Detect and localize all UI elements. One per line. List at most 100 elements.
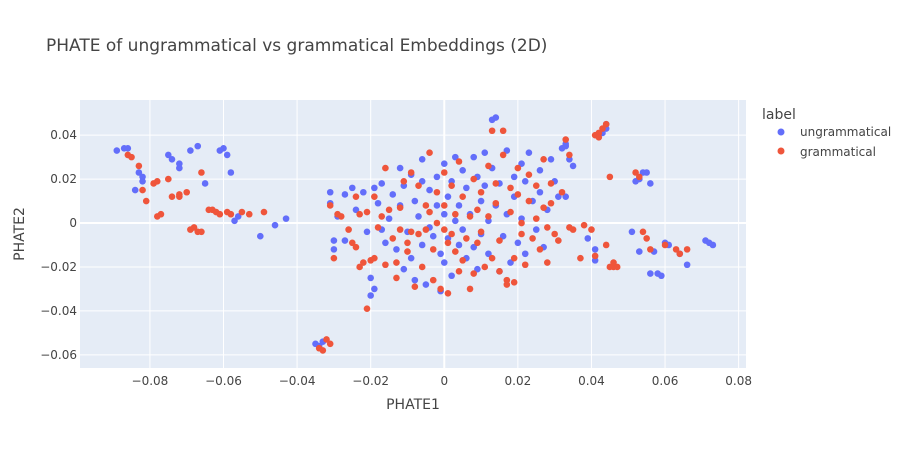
grammatical-point[interactable] [157, 210, 165, 218]
ungrammatical-point[interactable] [389, 191, 397, 198]
ungrammatical-point[interactable] [536, 166, 544, 174]
ungrammatical-point[interactable] [113, 147, 121, 154]
ungrammatical-point[interactable] [168, 156, 176, 163]
ungrammatical-point[interactable] [448, 272, 455, 280]
grammatical-point[interactable] [602, 120, 610, 128]
ungrammatical-point[interactable] [459, 166, 466, 174]
grammatical-point[interactable] [514, 191, 522, 198]
ungrammatical-point[interactable] [452, 153, 459, 161]
ungrammatical-point[interactable] [459, 226, 466, 233]
ungrammatical-point[interactable] [683, 261, 691, 269]
grammatical-point[interactable] [238, 208, 246, 216]
grammatical-point[interactable] [613, 263, 621, 271]
grammatical-point[interactable] [165, 175, 172, 183]
grammatical-point[interactable] [319, 347, 327, 354]
grammatical-point[interactable] [455, 158, 463, 165]
grammatical-point[interactable] [532, 182, 540, 189]
ungrammatical-point[interactable] [492, 114, 500, 121]
grammatical-point[interactable] [444, 239, 452, 247]
grammatical-point[interactable] [356, 210, 363, 218]
ungrammatical-point[interactable] [411, 276, 419, 284]
ungrammatical-point[interactable] [400, 265, 408, 273]
grammatical-point[interactable] [393, 259, 400, 266]
grammatical-point[interactable] [382, 261, 389, 269]
ungrammatical-point[interactable] [360, 188, 367, 196]
grammatical-point[interactable] [437, 285, 444, 293]
ungrammatical-point[interactable] [555, 193, 562, 200]
grammatical-point[interactable] [227, 210, 235, 218]
ungrammatical-point[interactable] [440, 259, 448, 266]
grammatical-point[interactable] [555, 237, 562, 244]
grammatical-point[interactable] [448, 230, 455, 238]
grammatical-point[interactable] [426, 149, 433, 157]
grammatical-point[interactable] [510, 279, 518, 286]
ungrammatical-point[interactable] [433, 173, 441, 181]
grammatical-point[interactable] [326, 340, 334, 348]
grammatical-point[interactable] [588, 226, 595, 233]
grammatical-point[interactable] [547, 180, 555, 187]
grammatical-point[interactable] [385, 206, 393, 214]
ungrammatical-point[interactable] [477, 197, 485, 205]
ungrammatical-point[interactable] [591, 246, 599, 253]
grammatical-point[interactable] [643, 235, 650, 242]
grammatical-point[interactable] [514, 164, 522, 172]
grammatical-point[interactable] [139, 186, 146, 194]
grammatical-point[interactable] [496, 268, 503, 275]
grammatical-point[interactable] [540, 204, 547, 211]
ungrammatical-point[interactable] [455, 202, 463, 209]
grammatical-point[interactable] [323, 336, 330, 343]
grammatical-point[interactable] [551, 230, 558, 238]
grammatical-point[interactable] [415, 230, 422, 238]
grammatical-point[interactable] [492, 180, 500, 187]
grammatical-point[interactable] [440, 169, 448, 176]
grammatical-point[interactable] [544, 224, 551, 231]
ungrammatical-point[interactable] [514, 239, 522, 247]
ungrammatical-point[interactable] [440, 160, 448, 168]
ungrammatical-point[interactable] [709, 241, 717, 249]
grammatical-point[interactable] [422, 226, 430, 233]
ungrammatical-point[interactable] [422, 281, 430, 288]
ungrammatical-point[interactable] [547, 156, 555, 163]
grammatical-point[interactable] [580, 221, 588, 229]
grammatical-point[interactable] [245, 210, 253, 218]
ungrammatical-point[interactable] [562, 142, 570, 150]
ungrammatical-point[interactable] [481, 149, 489, 157]
grammatical-point[interactable] [577, 254, 584, 262]
ungrammatical-point[interactable] [433, 202, 441, 209]
grammatical-point[interactable] [345, 226, 352, 233]
ungrammatical-point[interactable] [418, 177, 426, 185]
ungrammatical-point[interactable] [635, 248, 643, 255]
grammatical-point[interactable] [496, 237, 503, 244]
grammatical-point[interactable] [540, 156, 547, 163]
grammatical-point[interactable] [337, 213, 345, 220]
ungrammatical-point[interactable] [562, 193, 570, 200]
grammatical-point[interactable] [382, 164, 389, 172]
grammatical-point[interactable] [481, 263, 489, 271]
grammatical-point[interactable] [356, 263, 363, 271]
grammatical-point[interactable] [635, 173, 643, 181]
grammatical-point[interactable] [404, 248, 411, 255]
grammatical-point[interactable] [466, 213, 474, 220]
ungrammatical-point[interactable] [647, 270, 654, 277]
ungrammatical-point[interactable] [341, 191, 349, 198]
ungrammatical-point[interactable] [330, 237, 338, 244]
legend-item-grammatical[interactable]: grammatical [777, 145, 876, 159]
ungrammatical-point[interactable] [481, 182, 489, 189]
ungrammatical-point[interactable] [367, 292, 374, 299]
ungrammatical-point[interactable] [584, 235, 592, 242]
grammatical-point[interactable] [485, 213, 492, 220]
grammatical-point[interactable] [393, 274, 400, 282]
ungrammatical-point[interactable] [256, 232, 264, 240]
ungrammatical-point[interactable] [330, 246, 338, 253]
grammatical-point[interactable] [569, 226, 577, 233]
ungrammatical-point[interactable] [440, 210, 448, 218]
grammatical-point[interactable] [544, 259, 551, 266]
ungrammatical-point[interactable] [371, 285, 378, 293]
grammatical-point[interactable] [444, 290, 452, 297]
grammatical-point[interactable] [566, 151, 573, 159]
ungrammatical-point[interactable] [658, 272, 665, 280]
grammatical-point[interactable] [558, 188, 566, 196]
grammatical-point[interactable] [488, 254, 496, 262]
grammatical-point[interactable] [352, 193, 360, 200]
ungrammatical-point[interactable] [437, 250, 444, 258]
